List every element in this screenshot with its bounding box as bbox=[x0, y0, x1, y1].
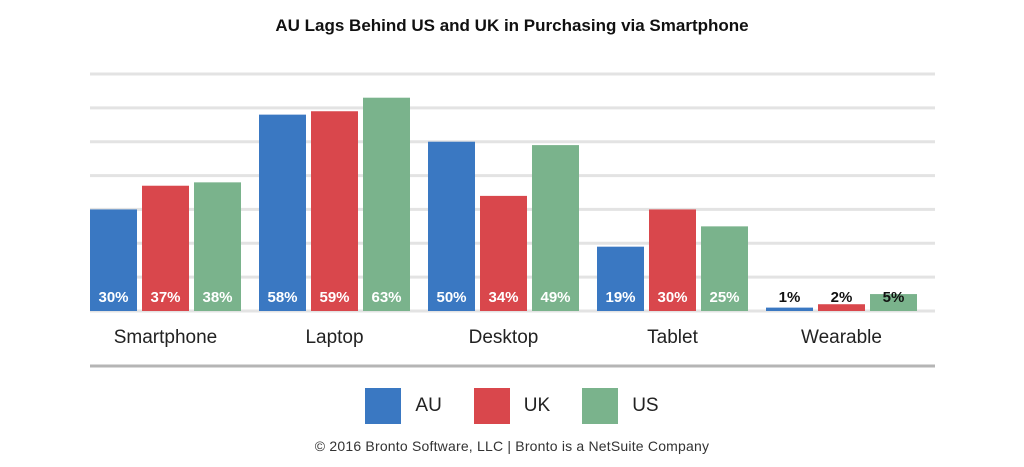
data-label: 19% bbox=[605, 289, 635, 306]
legend-label: UK bbox=[523, 395, 551, 416]
category-label: Wearable bbox=[801, 327, 882, 348]
legend-swatch bbox=[365, 388, 402, 424]
data-label: 59% bbox=[319, 289, 349, 306]
category-label: Laptop bbox=[305, 327, 363, 348]
data-label: 30% bbox=[657, 289, 687, 306]
bar-au-laptop bbox=[259, 114, 306, 311]
legend: AU UK US bbox=[0, 388, 1024, 424]
bar-us-wearable bbox=[870, 294, 917, 311]
bar-us-desktop bbox=[532, 145, 579, 311]
data-label: 2% bbox=[831, 289, 853, 306]
bar-uk-wearable bbox=[818, 304, 865, 311]
bar-uk-laptop bbox=[311, 111, 358, 311]
category-label: Desktop bbox=[469, 327, 539, 348]
bar-uk-smartphone bbox=[142, 185, 189, 311]
data-label: 58% bbox=[267, 289, 297, 306]
bar-uk-tablet bbox=[649, 209, 696, 311]
data-label: 63% bbox=[371, 289, 401, 306]
bar-au-wearable bbox=[766, 307, 813, 311]
bar-au-desktop bbox=[428, 141, 475, 311]
legend-swatch bbox=[582, 388, 619, 424]
category-label: Tablet bbox=[647, 327, 698, 348]
data-label: 5% bbox=[883, 289, 905, 306]
data-label: 37% bbox=[150, 289, 180, 306]
data-label: 25% bbox=[709, 289, 739, 306]
legend-item-uk: UK bbox=[473, 388, 551, 424]
bars bbox=[90, 97, 917, 311]
bar-au-smartphone bbox=[90, 209, 137, 311]
footer-copyright: © 2016 Bronto Software, LLC | Bronto is … bbox=[314, 438, 710, 454]
bar-uk-desktop bbox=[480, 195, 527, 311]
bar-us-tablet bbox=[701, 226, 748, 311]
bar-au-tablet bbox=[597, 246, 644, 311]
chart-title: AU Lags Behind US and UK in Purchasing v… bbox=[275, 16, 749, 35]
bar-us-smartphone bbox=[194, 182, 241, 311]
legend-swatch bbox=[473, 388, 510, 424]
legend-label: US bbox=[632, 395, 659, 416]
legend-label: AU bbox=[415, 395, 442, 416]
data-label: 49% bbox=[540, 289, 570, 306]
data-label: 30% bbox=[98, 289, 128, 306]
category-label: Smartphone bbox=[114, 327, 218, 348]
data-label: 38% bbox=[202, 289, 232, 306]
category-labels: Smartphone Laptop Desktop Tablet Wearable bbox=[114, 327, 882, 348]
legend-item-us: US bbox=[582, 388, 659, 424]
bar-us-laptop bbox=[363, 97, 410, 311]
legend-item-au: AU bbox=[365, 388, 442, 424]
data-label: 34% bbox=[488, 289, 518, 306]
data-labels: 30% 37% 38% 58% 59% 63% 50% 34% 49% 19% 30% 25% 1% 2%… bbox=[98, 289, 904, 306]
data-label: 50% bbox=[436, 289, 466, 306]
data-label: 1% bbox=[779, 289, 801, 306]
